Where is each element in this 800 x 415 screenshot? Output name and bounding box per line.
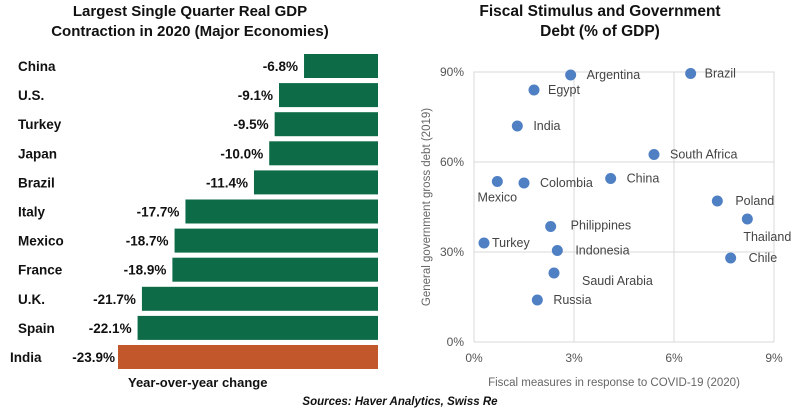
- point-poland: [711, 195, 723, 207]
- point-label-brazil: Brazil: [705, 67, 736, 81]
- point-label-poland: Poland: [735, 194, 774, 208]
- point-brazil: [685, 68, 697, 79]
- bar-france: [172, 257, 378, 282]
- point-label-philippines: Philippines: [571, 219, 631, 233]
- y-tick-label: 60%: [440, 155, 464, 169]
- scatter-chart-title: Fiscal Stimulus and Government Debt (% o…: [400, 2, 800, 42]
- point-philippines: [545, 221, 557, 232]
- value-label: -9.1%: [238, 88, 273, 103]
- point-label-south-africa: South Africa: [670, 148, 737, 162]
- category-label: Japan: [18, 146, 57, 161]
- point-russia: [531, 294, 543, 306]
- y-tick-label: 90%: [440, 65, 464, 79]
- point-turkey: [478, 237, 490, 249]
- point-label-thailand: Thailand: [743, 230, 791, 244]
- category-label: U.K.: [18, 292, 45, 307]
- bar-china: [304, 54, 378, 78]
- bar-brazil: [253, 170, 378, 195]
- value-label: -9.5%: [233, 117, 268, 132]
- y-axis-label: General government gross debt (2019): [421, 108, 433, 306]
- value-label: -22.1%: [89, 321, 132, 336]
- bar-japan: [269, 141, 378, 166]
- bar-chart-title-line-1: Largest Single Quarter Real GDP: [72, 3, 308, 20]
- point-india: [511, 120, 523, 132]
- value-label: -11.4%: [206, 175, 248, 190]
- point-south-africa: [648, 149, 660, 160]
- x-tick-label: 6%: [665, 351, 683, 365]
- bar-italy: [185, 199, 378, 224]
- scatter-chart-title-line-2: Debt (% of GDP): [540, 23, 660, 40]
- point-argentina: [565, 69, 577, 81]
- x-tick-label: 0%: [465, 351, 483, 365]
- category-label: China: [18, 59, 56, 74]
- value-label: -21.7%: [93, 292, 136, 307]
- point-label-mexico: Mexico: [478, 191, 518, 205]
- point-label-chile: Chile: [749, 251, 778, 265]
- bar-chart-title-line-2: Contraction in 2020 (Major Economies): [51, 23, 329, 40]
- x-tick-label: 9%: [765, 351, 783, 365]
- bar-uk: [141, 286, 378, 311]
- y-tick-label: 0%: [447, 335, 465, 349]
- bar-mexico: [174, 228, 378, 253]
- value-label: -18.9%: [124, 263, 167, 278]
- gdp-contraction-bar-chart: China -6.8% U.S. -9.1% Turkey -9.5% Japan -10.0…: [10, 54, 378, 369]
- point-indonesia: [551, 245, 563, 256]
- bar-chart-x-axis-label: Year-over-year change: [128, 375, 268, 390]
- point-colombia: [518, 177, 530, 189]
- y-tick-label: 30%: [440, 245, 464, 259]
- bar-turkey: [274, 112, 378, 137]
- value-label: -17.7%: [137, 205, 180, 220]
- point-egypt: [528, 84, 540, 96]
- category-label: France: [18, 263, 63, 278]
- category-label: Spain: [18, 321, 55, 336]
- x-tick-label: 3%: [565, 351, 583, 365]
- fiscal-debt-scatter-chart: 0% 3% 6% 9% 0% 30% 60% 90% Fiscal measures in re…: [421, 65, 791, 389]
- point-china: [605, 173, 617, 184]
- category-label: Brazil: [18, 175, 55, 190]
- plot-frame: [473, 71, 775, 343]
- point-thailand: [741, 213, 753, 225]
- point-saudi-arabia: [548, 267, 560, 279]
- category-label: Italy: [18, 205, 46, 220]
- bar-spain: [137, 315, 378, 340]
- value-label: -23.9%: [72, 350, 115, 365]
- point-label-saudi-arabia: Saudi Arabia: [582, 274, 653, 288]
- point-label-argentina: Argentina: [587, 68, 641, 82]
- point-label-indonesia: Indonesia: [575, 244, 629, 258]
- bar-india: [118, 345, 378, 369]
- point-label-india: India: [533, 119, 560, 133]
- category-label: Turkey: [18, 117, 62, 132]
- bar-us: [279, 83, 378, 108]
- category-label: Mexico: [18, 234, 64, 249]
- sources-note: Sources: Haver Analytics, Swiss Re: [302, 396, 498, 408]
- category-label: U.S.: [18, 88, 44, 103]
- category-label: India: [10, 350, 42, 365]
- value-label: -18.7%: [126, 234, 169, 249]
- point-label-colombia: Colombia: [540, 176, 593, 190]
- point-label-egypt: Egypt: [548, 83, 580, 97]
- bar-chart-title: Largest Single Quarter Real GDP Contract…: [0, 2, 380, 42]
- point-chile: [725, 252, 737, 264]
- scatter-chart-title-line-1: Fiscal Stimulus and Government: [479, 3, 721, 20]
- point-label-turkey: Turkey: [492, 236, 530, 250]
- value-label: -10.0%: [220, 146, 263, 161]
- point-mexico: [491, 176, 503, 187]
- value-label: -6.8%: [263, 59, 298, 74]
- point-label-china: China: [627, 172, 660, 186]
- x-axis-label: Fiscal measures in response to COVID-19 …: [488, 377, 740, 389]
- point-label-russia: Russia: [553, 293, 591, 307]
